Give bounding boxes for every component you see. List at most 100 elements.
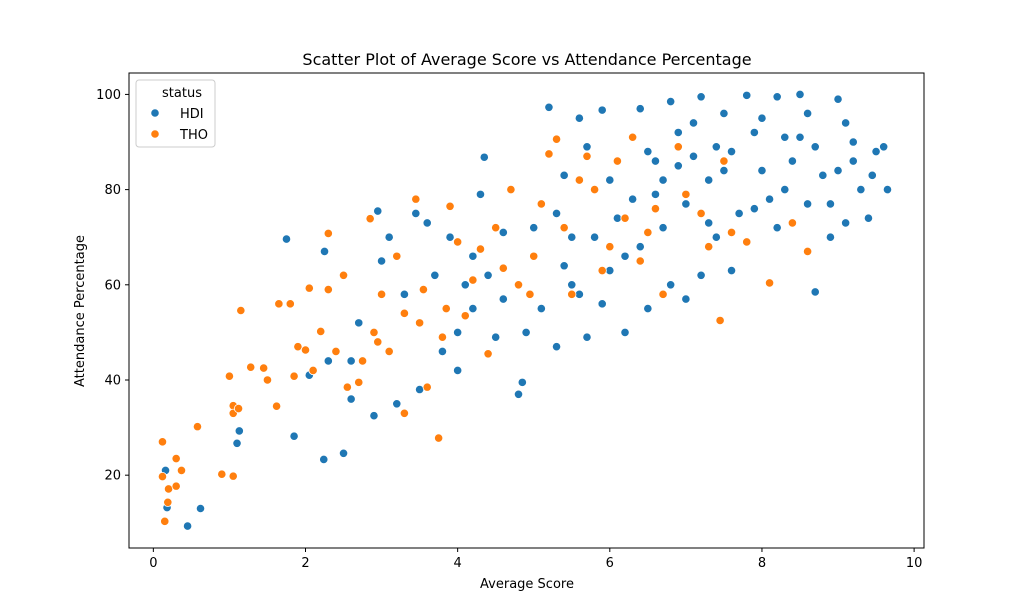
point-hdi-12 <box>323 356 333 366</box>
point-hdi-51 <box>711 232 721 242</box>
y-tick-label-4: 100 <box>96 88 121 103</box>
point-hdi-92 <box>673 127 683 138</box>
point-tho-62 <box>643 227 653 238</box>
legend-label-hdi: HDI <box>180 107 204 122</box>
point-hdi-70 <box>856 185 866 195</box>
point-hdi-53 <box>726 146 737 157</box>
points-layer <box>157 89 893 531</box>
point-hdi-104 <box>483 270 493 280</box>
point-hdi-65 <box>818 170 828 180</box>
x-axis: 0 2 4 6 8 10 <box>149 548 922 571</box>
point-hdi-28 <box>513 389 524 399</box>
point-tho-34 <box>376 289 387 299</box>
point-hdi-78 <box>681 294 691 304</box>
point-hdi-85 <box>666 280 676 290</box>
point-hdi-76 <box>810 287 820 297</box>
point-hdi-105 <box>453 327 463 337</box>
point-hdi-106 <box>437 346 448 357</box>
point-tho-82 <box>597 265 607 276</box>
point-tho-75 <box>331 346 341 357</box>
point-hdi-86 <box>696 270 706 280</box>
point-hdi-26 <box>453 365 463 376</box>
point-tho-31 <box>354 377 364 387</box>
point-tho-65 <box>681 189 691 199</box>
point-hdi-108 <box>392 399 402 409</box>
point-hdi-4 <box>232 438 242 448</box>
point-tho-38 <box>411 194 421 204</box>
point-hdi-122 <box>780 185 790 195</box>
point-hdi-39 <box>620 251 630 261</box>
point-tho-40 <box>422 382 432 392</box>
point-hdi-107 <box>415 384 425 395</box>
x-tick-label-0: 0 <box>149 556 157 571</box>
point-tho-6 <box>171 453 181 464</box>
point-hdi-64 <box>810 142 820 152</box>
point-hdi-66 <box>825 199 836 209</box>
point-hdi-33 <box>567 232 577 242</box>
point-tho-52 <box>544 149 554 159</box>
point-tho-20 <box>274 299 284 309</box>
point-hdi-94 <box>757 113 767 123</box>
y-tick-label-1: 40 <box>104 373 121 388</box>
point-hdi-20 <box>445 232 455 242</box>
point-hdi-110 <box>346 356 356 366</box>
point-hdi-3 <box>195 503 206 514</box>
point-hdi-88 <box>772 223 782 233</box>
point-hdi-120 <box>688 151 699 161</box>
point-tho-2 <box>160 516 170 526</box>
point-hdi-82 <box>582 332 592 342</box>
point-tho-5 <box>171 481 181 491</box>
point-tho-33 <box>369 327 379 337</box>
point-hdi-75 <box>867 170 877 180</box>
legend-marker-tho <box>150 129 160 139</box>
point-hdi-18 <box>411 208 421 219</box>
point-hdi-114 <box>498 227 508 238</box>
point-hdi-8 <box>319 454 329 465</box>
point-tho-35 <box>392 251 402 261</box>
point-hdi-90 <box>841 218 851 228</box>
point-hdi-102 <box>521 327 531 337</box>
point-tho-9 <box>217 469 227 479</box>
point-tho-89 <box>373 337 383 347</box>
point-hdi-14 <box>354 318 364 328</box>
point-hdi-83 <box>551 342 562 352</box>
point-tho-48 <box>506 185 516 195</box>
legend: status HDI THO <box>135 79 216 148</box>
point-hdi-52 <box>719 108 729 119</box>
point-hdi-17 <box>373 206 383 216</box>
point-hdi-99 <box>605 265 615 276</box>
y-axis: 20 40 60 80 100 <box>96 88 129 484</box>
legend-title: status <box>162 86 202 101</box>
point-tho-43 <box>445 201 455 211</box>
point-hdi-84 <box>567 280 577 290</box>
point-hdi-31 <box>551 208 562 219</box>
point-tho-69 <box>726 227 737 238</box>
point-tho-25 <box>304 283 314 293</box>
point-hdi-95 <box>795 132 805 142</box>
point-tho-67 <box>715 315 725 326</box>
point-hdi-72 <box>871 146 881 157</box>
point-hdi-41 <box>635 104 645 114</box>
x-axis-label: Average Score <box>480 577 574 592</box>
point-hdi-93 <box>711 142 721 152</box>
point-tho-58 <box>605 242 615 252</box>
point-hdi-58 <box>764 194 775 204</box>
point-hdi-24 <box>468 303 478 314</box>
point-tho-71 <box>764 278 775 288</box>
point-hdi-37 <box>605 175 615 185</box>
point-hdi-62 <box>795 89 805 100</box>
x-tick-label-4: 8 <box>758 556 766 571</box>
point-tho-44 <box>453 237 463 247</box>
point-tho-61 <box>635 256 645 266</box>
point-hdi-7 <box>319 246 330 257</box>
point-tho-72 <box>787 218 797 228</box>
point-hdi-5 <box>234 426 244 436</box>
point-tho-21 <box>285 299 295 309</box>
point-hdi-121 <box>719 165 729 176</box>
point-tho-55 <box>567 289 577 299</box>
point-tho-32 <box>365 214 375 224</box>
point-hdi-25 <box>491 332 501 342</box>
point-tho-16 <box>246 362 256 372</box>
point-tho-14 <box>233 403 244 414</box>
